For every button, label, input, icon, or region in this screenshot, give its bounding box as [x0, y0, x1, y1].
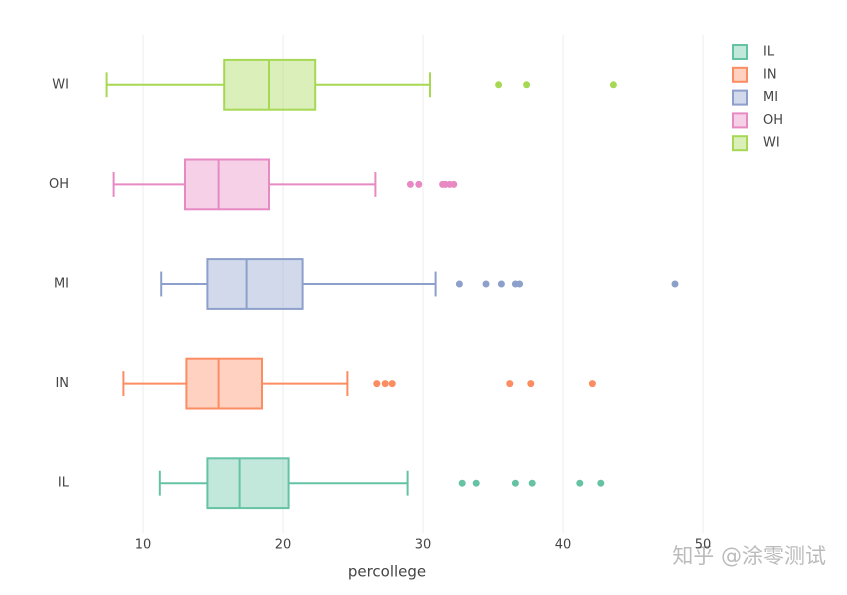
box: [184, 158, 270, 211]
outlier: [516, 280, 524, 288]
legend-swatch: [732, 135, 748, 152]
y-tick-label: WI: [52, 77, 69, 92]
outlier: [373, 380, 381, 388]
outlier: [482, 280, 490, 288]
outlier: [450, 180, 458, 188]
y-tick-label: OH: [49, 177, 69, 192]
x-tick-label: 30: [415, 538, 432, 553]
box: [206, 258, 304, 310]
outlier: [506, 380, 514, 388]
outlier: [406, 180, 414, 188]
outlier: [388, 380, 396, 388]
outlier: [528, 479, 536, 487]
y-tick-label: MI: [54, 277, 69, 292]
box: [206, 457, 290, 510]
x-tick-label: 50: [695, 538, 712, 553]
legend-label: OH: [763, 113, 783, 128]
legend-swatch: [732, 89, 748, 106]
outlier: [381, 380, 389, 388]
outlier: [609, 81, 617, 89]
y-tick-label: IL: [58, 476, 70, 491]
outlier: [671, 280, 679, 288]
watermark: 知乎 @涂零测试: [672, 544, 826, 568]
legend-swatch: [732, 66, 748, 83]
x-tick-label: 40: [555, 538, 572, 553]
outlier: [458, 479, 466, 487]
x-tick-label: 20: [275, 538, 292, 553]
box: [185, 357, 263, 410]
x-axis-title: percollege: [348, 563, 426, 581]
legend-label: IL: [763, 45, 775, 60]
outlier: [576, 479, 584, 487]
outlier: [472, 479, 480, 487]
outlier: [527, 380, 535, 388]
outlier: [511, 479, 519, 487]
x-tick-label: 10: [135, 538, 152, 553]
outlier: [455, 280, 463, 288]
y-tick-label: IN: [55, 376, 69, 391]
legend-swatch: [732, 112, 748, 129]
legend-label: IN: [763, 67, 777, 82]
outlier: [415, 180, 423, 188]
outlier: [495, 81, 503, 89]
outlier: [588, 380, 596, 388]
legend-label: WI: [763, 136, 780, 151]
outlier: [523, 81, 531, 89]
legend-swatch: [732, 44, 748, 60]
outlier: [597, 479, 605, 487]
legend-label: MI: [763, 90, 778, 105]
outlier: [497, 280, 505, 288]
